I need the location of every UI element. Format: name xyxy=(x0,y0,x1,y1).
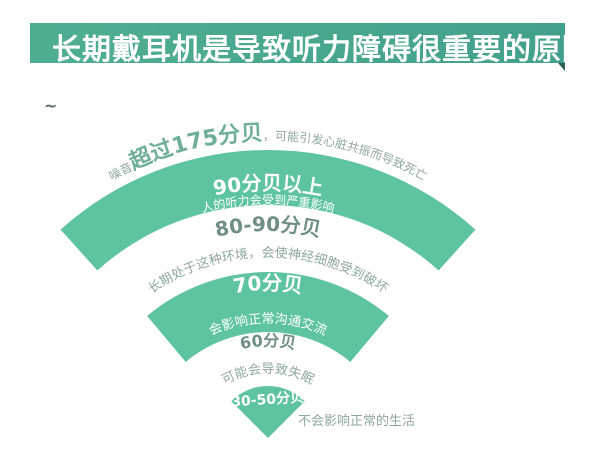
level-60db-effect: 可能会导致失眠 xyxy=(220,362,317,388)
banner-fold xyxy=(558,63,565,71)
level-60db-title: 60分贝 xyxy=(238,331,297,353)
page-title: 长期戴耳机是导致听力障碍很重要的原因 xyxy=(52,32,593,66)
title-banner: 长期戴耳机是导致听力障碍很重要的原因 xyxy=(30,23,591,66)
band-70db xyxy=(147,272,389,362)
level-30-50db-effect: 不会影响正常的生活 xyxy=(298,414,416,429)
level-30-50db-title: 30-50分贝 xyxy=(231,389,305,410)
level-80-90db-title: 80-90分贝 xyxy=(213,212,323,242)
wedge-30-50db xyxy=(231,385,305,438)
level-70db-title: 70分贝 xyxy=(231,271,304,298)
tilde-mark: ~ xyxy=(44,96,58,115)
band-90db xyxy=(60,150,476,271)
